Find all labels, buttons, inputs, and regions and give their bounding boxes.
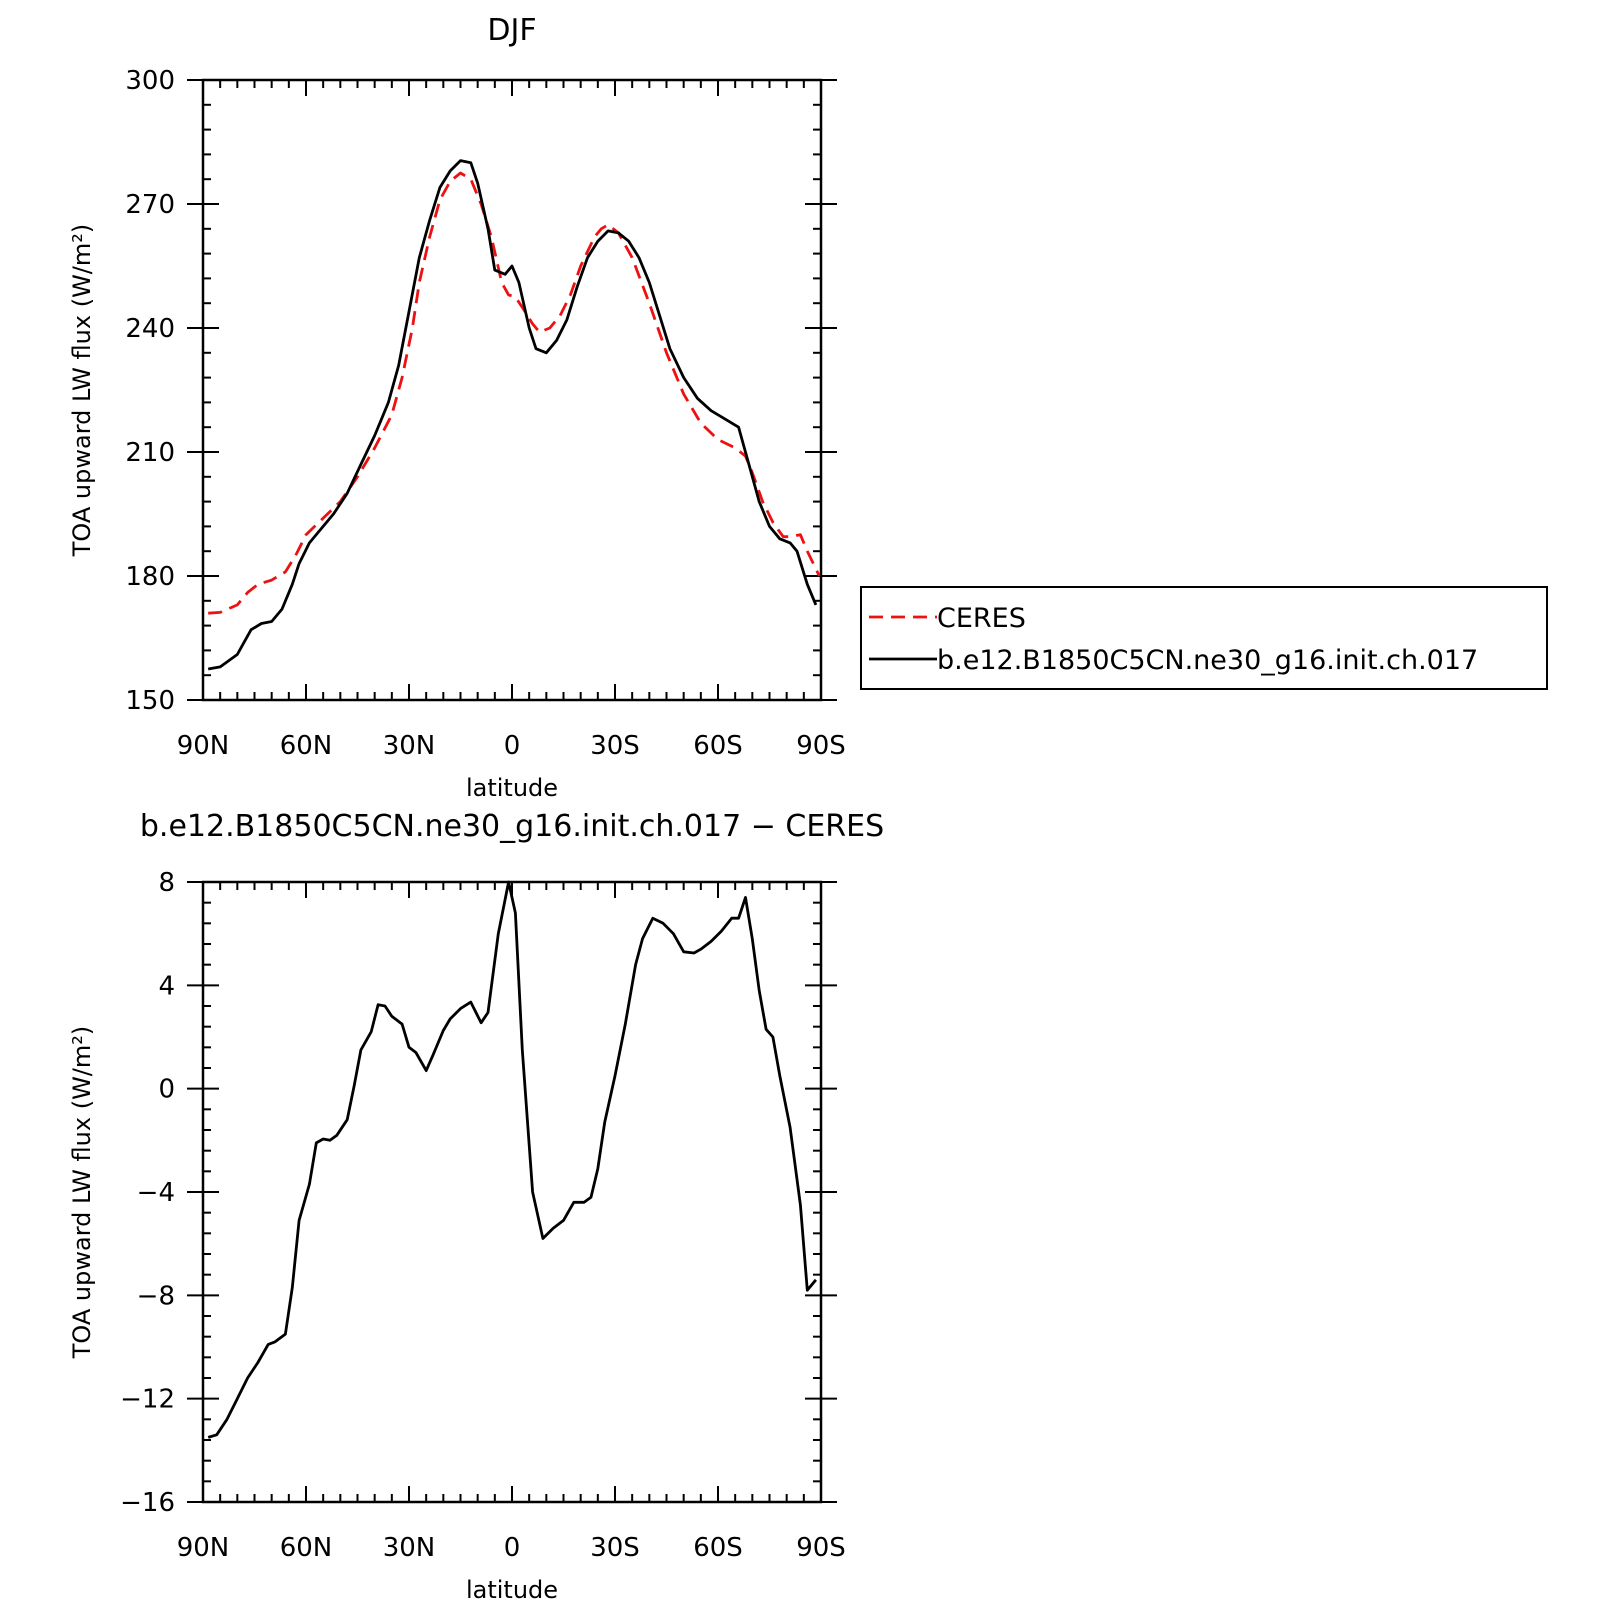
panel-top: DJF 90N 60N 30N 0 30S 60S 90S 300 270 240 210 180 150… — [68, 13, 1548, 802]
chart-title: DJF — [487, 13, 536, 48]
series-line-ceres — [208, 171, 821, 615]
x-tick-label-90n: 90N — [177, 731, 230, 761]
y-tick-label-240: 240 — [125, 314, 175, 344]
y-tick-label-8: −8 — [137, 1281, 175, 1311]
panel-bottom: b.e12.B1850C5CN.ne30_g16.init.ch.017 − C… — [68, 809, 884, 1603]
x-tick-label-0: 0 — [504, 1533, 521, 1563]
x-tick-label-30n: 30N — [383, 1533, 436, 1563]
x-axis-label: latitude — [466, 774, 558, 802]
series-line-b-e12-b1850c5cn-ne30-g16-init-ch-017 — [207, 159, 818, 671]
y-tick-label-4: −4 — [137, 1178, 175, 1208]
y-tick-label-0: 0 — [158, 1075, 175, 1105]
y-axis-label: TOA upward LW flux (W/m²) — [68, 1026, 96, 1360]
x-tick-label-90s: 90S — [796, 1533, 846, 1563]
x-tick-label-60n: 60N — [280, 1533, 333, 1563]
x-tick-label-30s: 30S — [590, 1533, 640, 1563]
y-tick-label-4: 4 — [158, 971, 175, 1001]
x-tick-label-90n: 90N — [177, 1533, 230, 1563]
plot-frame — [201, 880, 823, 1504]
x-tick-label-60s: 60S — [693, 731, 743, 761]
legend-label-ceres: CERES — [937, 603, 1026, 634]
x-axis-label: latitude — [466, 1576, 558, 1603]
chart-title: b.e12.B1850C5CN.ne30_g16.init.ch.017 − C… — [140, 809, 884, 844]
y-tick-label-210: 210 — [125, 438, 175, 468]
y-tick-label-12: −12 — [120, 1385, 175, 1415]
x-tick-label-30s: 30S — [590, 731, 640, 761]
series-line-1 — [207, 880, 817, 1439]
legend: CERES b.e12.B1850C5CN.ne30_g16.init.ch.01… — [860, 586, 1548, 690]
legend-label-b-e12-b1850c5cn-ne30-g16-init-ch-017: b.e12.B1850C5CN.ne30_g16.init.ch.017 — [937, 645, 1478, 676]
plot-frame — [201, 78, 823, 702]
y-tick-label-300: 300 — [125, 66, 175, 96]
x-tick-label-60n: 60N — [280, 731, 333, 761]
y-tick-label-180: 180 — [125, 562, 175, 592]
x-tick-label-30n: 30N — [383, 731, 436, 761]
y-axis-label: TOA upward LW flux (W/m²) — [68, 224, 96, 558]
x-tick-label-60s: 60S — [693, 1533, 743, 1563]
y-tick-label-16: −16 — [120, 1488, 175, 1518]
y-tick-label-270: 270 — [125, 190, 175, 220]
x-tick-label-90s: 90S — [796, 731, 846, 761]
y-tick-label-150: 150 — [125, 686, 175, 716]
x-tick-label-0: 0 — [504, 731, 521, 761]
y-tick-label-8: 8 — [158, 868, 175, 898]
